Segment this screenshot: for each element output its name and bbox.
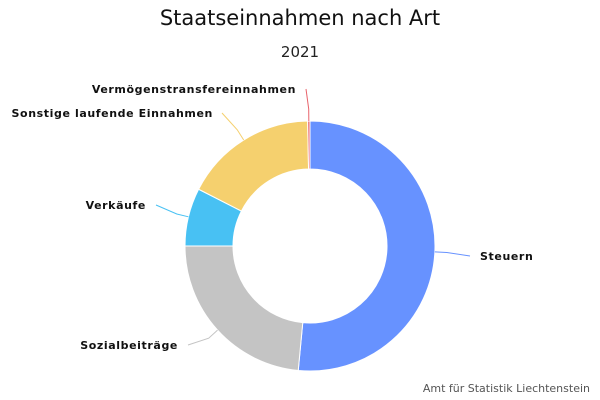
label-sonstige-laufende-einnahmen: Sonstige laufende Einnahmen [12,107,213,120]
connector-sonstige-laufende-einnahmen [221,112,245,141]
label-connectors [155,88,471,346]
label-steuern: Steuern [480,250,533,263]
label-verkaeufe: Verkäufe [86,199,146,212]
slice-sozialbeitraege[interactable] [184,245,304,371]
slice-labels: Steuern Sozialbeiträge Verkäufe Sonstige la… [12,83,533,352]
connector-steuern [434,251,471,257]
label-sozialbeitraege: Sozialbeiträge [80,339,178,352]
slice-vermoegenstransfereinnahmen[interactable] [307,120,311,170]
donut-slices [184,120,436,372]
slice-steuern[interactable] [297,120,436,372]
connector-verkaeufe [155,204,189,218]
source-credit: Amt für Statistik Liechtenstein [422,382,590,395]
chart-title: Staatseinnahmen nach Art [159,6,441,30]
label-vermoegenstransfereinnahmen: Vermögenstransfereinnahmen [92,83,296,96]
slice-sonstige-laufende-einnahmen[interactable] [197,120,310,212]
connector-vermoegenstransfereinnahmen [305,88,310,122]
chart-subtitle: 2021 [280,43,320,61]
connector-sozialbeitraege [187,329,218,346]
